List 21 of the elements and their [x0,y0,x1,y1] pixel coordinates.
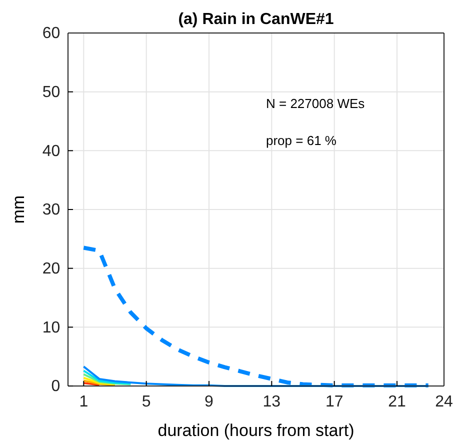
y-tick-label: 20 [42,260,60,278]
y-axis-title: mm [9,195,28,224]
x-tick-label: 9 [204,394,214,411]
x-tick-label: 5 [142,394,151,411]
x-tick-label: 24 [435,394,453,411]
y-tick-label: 10 [42,319,60,336]
x-tick-label: 17 [325,394,344,411]
annotation: prop = 61 % [266,133,337,148]
y-tick-label: 60 [42,25,60,42]
x-tick-label: 21 [388,394,406,411]
x-tick-label: 13 [262,394,281,411]
line-series [82,373,132,386]
x-axis-title: duration (hours from start) [158,421,354,440]
y-tick-label: 50 [42,84,60,101]
x-tick-label: 1 [79,394,88,411]
line-series [82,370,132,385]
annotation: N = 227008 WEs [266,96,366,111]
y-tick-label: 0 [51,378,60,396]
y-tick-label: 30 [42,202,60,219]
chart-title: (a) Rain in CanWE#1 [178,11,334,28]
y-tick-label: 40 [42,142,60,160]
